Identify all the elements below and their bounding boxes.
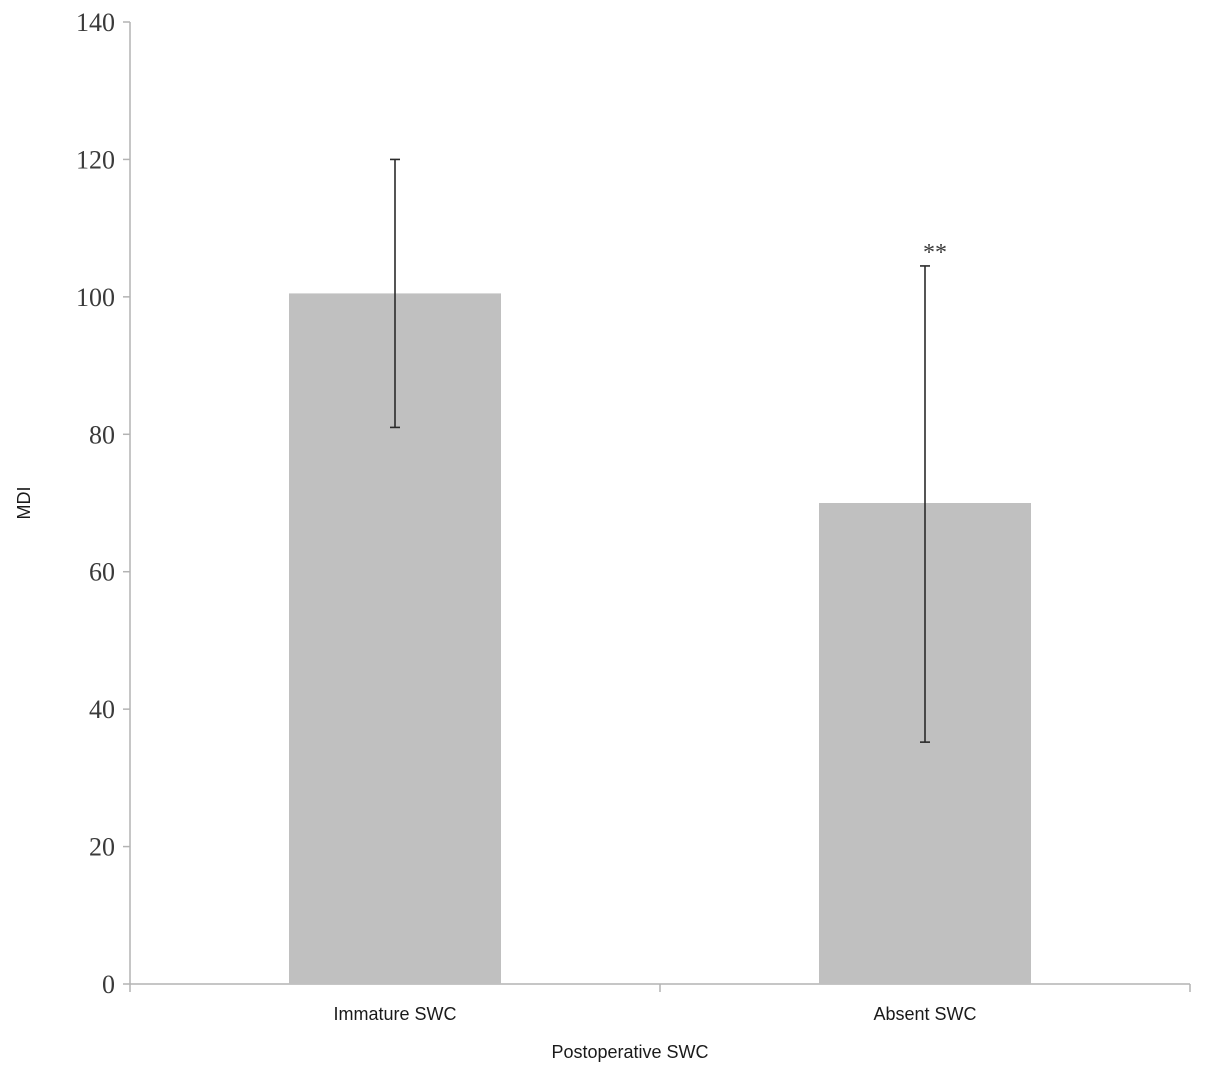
y-tick-label: 120 <box>76 145 115 174</box>
y-tick-label: 60 <box>89 558 115 587</box>
error-bar <box>920 265 930 743</box>
y-tick-label: 140 <box>76 8 115 37</box>
x-axis: Immature SWC Absent SWC <box>129 983 1191 1024</box>
x-axis-title: Postoperative SWC <box>551 1042 708 1062</box>
y-axis: 0 20 40 60 80 100 120 140 <box>76 8 131 999</box>
y-tick-label: 100 <box>76 283 115 312</box>
y-tick-label: 0 <box>102 970 115 999</box>
y-tick-label: 20 <box>89 833 115 862</box>
y-tick-label: 80 <box>89 420 115 449</box>
y-axis-title: MDI <box>14 487 34 520</box>
bars <box>289 293 1031 985</box>
significance-annotation: ** <box>923 240 947 266</box>
error-bars <box>390 158 930 743</box>
annotations: ** <box>923 240 947 266</box>
error-bar <box>390 158 400 429</box>
y-tick-label: 40 <box>89 695 115 724</box>
x-category-label: Absent SWC <box>873 1004 976 1024</box>
x-category-label: Immature SWC <box>333 1004 456 1024</box>
